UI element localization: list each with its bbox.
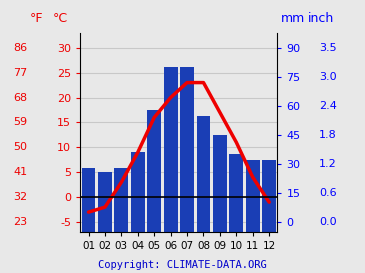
Text: 77: 77 (13, 68, 27, 78)
Bar (213, 135, 227, 232)
Bar (196, 115, 211, 232)
Text: 59: 59 (14, 117, 27, 127)
Text: 0.6: 0.6 (319, 188, 337, 198)
Text: 2.4: 2.4 (319, 101, 337, 111)
Bar (164, 67, 178, 232)
Text: 68: 68 (14, 93, 27, 103)
Bar (262, 160, 276, 232)
Text: 1.2: 1.2 (319, 159, 337, 169)
Text: 50: 50 (14, 142, 27, 152)
Text: Copyright: CLIMATE-DATA.ORG: Copyright: CLIMATE-DATA.ORG (98, 260, 267, 270)
Text: 3.0: 3.0 (319, 72, 337, 82)
Bar (98, 172, 112, 232)
Text: °C: °C (53, 12, 68, 25)
Text: 1.8: 1.8 (319, 130, 337, 140)
Bar (180, 67, 194, 232)
Text: 0.0: 0.0 (319, 217, 337, 227)
Bar (229, 154, 243, 232)
Text: 32: 32 (14, 192, 27, 202)
Text: 3.5: 3.5 (319, 43, 337, 53)
Bar (81, 168, 96, 232)
Text: 86: 86 (14, 43, 27, 53)
Text: 41: 41 (14, 167, 27, 177)
Bar (114, 168, 128, 232)
Bar (131, 152, 145, 232)
Text: mm: mm (281, 12, 305, 25)
Bar (147, 110, 161, 232)
Text: °F: °F (30, 12, 44, 25)
Text: inch: inch (308, 12, 334, 25)
Bar (246, 160, 260, 232)
Text: 23: 23 (14, 217, 27, 227)
